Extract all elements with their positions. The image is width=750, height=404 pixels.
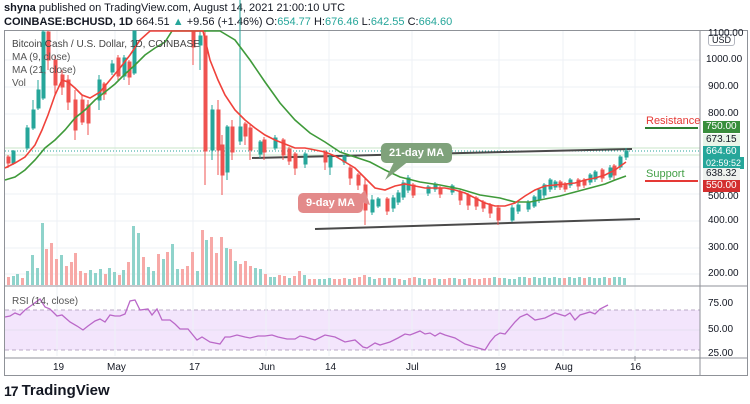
lower-trendline[interactable] <box>314 218 641 230</box>
rsi-tick: 25.00 <box>708 348 734 359</box>
price-tick: 400.00 <box>708 215 739 226</box>
price-tick: 200.00 <box>708 268 739 279</box>
publish-text: published on TradingView.com, August 14,… <box>38 2 346 14</box>
price-tick: 800.00 <box>708 108 739 119</box>
price-tick: 1100.00 <box>708 28 744 39</box>
close-value: 664.60 <box>418 16 453 28</box>
high-value: 676.46 <box>324 16 359 28</box>
time-tick: 19 <box>53 362 65 373</box>
legend-ma21[interactable]: MA (21, close) <box>12 65 76 76</box>
legend-vol[interactable]: Vol <box>12 78 26 89</box>
support-price-tag: 550.00 <box>703 180 740 192</box>
price-tick: 500.00 <box>708 191 739 202</box>
price-tick: 900.00 <box>708 81 739 92</box>
legend-title: Bitcoin Cash / U.S. Dollar, 1D, COINBASE <box>12 39 200 50</box>
time-tick: Aug <box>555 362 573 373</box>
ma9-line <box>4 30 627 207</box>
high-label: H: <box>313 16 325 28</box>
rsi-line[interactable] <box>4 298 609 351</box>
publish-info: shyna published on TradingView.com, Augu… <box>4 2 345 14</box>
support-label: Support <box>646 168 685 180</box>
last-price-tag: 664.60 <box>703 146 740 158</box>
ma21-callout: 21-day MA <box>381 143 453 163</box>
time-tick: Jun <box>259 362 276 373</box>
close-label: C: <box>407 16 419 28</box>
up-arrow-icon: ▲ <box>172 16 184 28</box>
chart-legend: Bitcoin Cash / U.S. Dollar, 1D, COINBASE… <box>12 38 200 90</box>
resistance-label: Resistance <box>646 115 701 127</box>
tradingview-logo[interactable]: 17 TradingView <box>4 382 110 399</box>
time-tick: 14 <box>325 362 337 373</box>
ohlc-bar: COINBASE:BCHUSD, 1D 664.51 ▲ +9.56 (+1.4… <box>4 16 452 28</box>
ma9-callout: 9-day MA <box>298 193 363 213</box>
ma9-price-tag: 638.32 <box>703 168 740 180</box>
low-label: L: <box>361 16 371 28</box>
time-tick: Jul <box>406 362 419 373</box>
rsi-tick: 75.00 <box>708 298 734 309</box>
low-value: 642.55 <box>370 16 405 28</box>
open-value: 654.77 <box>277 16 311 28</box>
last-price: 664.51 <box>136 16 170 28</box>
price-tick: 1000.00 <box>706 54 743 65</box>
tradingview-logo-icon: 17 <box>4 382 19 399</box>
legend-ma9[interactable]: MA (9, close) <box>12 52 71 63</box>
countdown-tag: 02:59:52 <box>703 157 745 169</box>
publisher-name: shyna <box>4 2 36 14</box>
volume-bars <box>7 223 626 285</box>
time-tick: 16 <box>630 362 642 373</box>
rsi-label[interactable]: RSI (14, close) <box>12 296 79 307</box>
price-tick: 300.00 <box>708 242 739 253</box>
chart-frame <box>4 30 748 376</box>
ma21-price-tag: 673.15 <box>703 134 740 146</box>
open-label: O: <box>265 16 278 28</box>
price-change: +9.56 (+1.46%) <box>186 16 263 28</box>
rsi-tick: 50.00 <box>708 324 734 335</box>
ma21-line <box>4 30 627 203</box>
candles <box>6 0 629 225</box>
symbol-label: COINBASE:BCHUSD, 1D <box>4 16 133 28</box>
currency-badge[interactable]: USD <box>708 34 736 46</box>
resistance-price-tag: 750.00 <box>703 121 740 133</box>
time-tick: 17 <box>189 362 201 373</box>
time-tick: May <box>107 362 126 373</box>
time-tick: 19 <box>495 362 507 373</box>
tradingview-logo-text: TradingView <box>21 382 110 399</box>
